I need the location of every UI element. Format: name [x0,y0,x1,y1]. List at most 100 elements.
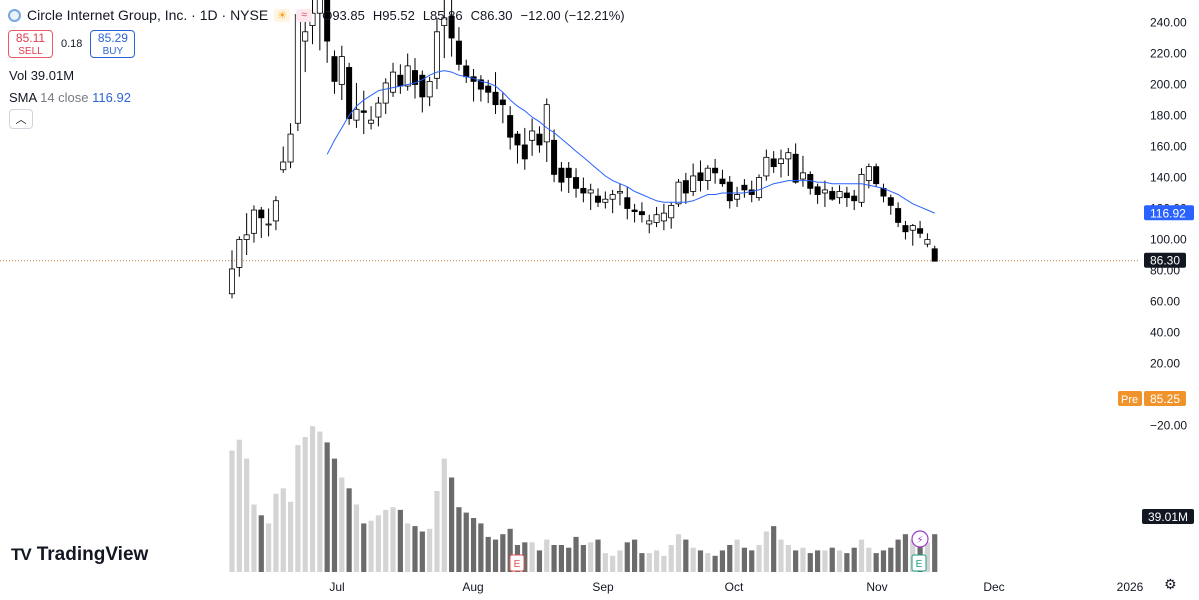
candle-body [719,178,726,185]
pre-price-label [1144,391,1186,406]
candle-body [792,153,799,183]
volume-bar [632,539,638,572]
candle-body [346,67,353,119]
volume-bar [419,531,425,572]
sun-icon[interactable]: ☀ [274,8,291,22]
candle-body [514,133,521,146]
candle-body [609,194,616,200]
candle-body [836,191,843,199]
volume-bar [405,523,411,572]
volume-bar [668,545,674,572]
volume-bar [588,542,594,572]
volume-bar [815,550,821,572]
candle-body [675,181,682,205]
candle-body [887,197,894,206]
candle-body [441,17,448,27]
time-axis-label: Oct [725,580,744,594]
volume-bar [412,526,418,572]
volume-bar [551,545,557,572]
volume-bar [734,539,740,572]
volume-bar [383,509,389,572]
pre-price-text: 85.25 [1150,392,1180,406]
candle-body [433,31,440,79]
price-tick-label: 220.00 [1150,47,1187,61]
volume-bar [368,520,374,572]
candle-body [302,31,309,42]
volume-indicator[interactable]: Vol 39.01M [9,68,74,83]
price-tick-label: 100.00 [1150,233,1187,247]
volume-bar [390,507,396,572]
collapse-indicators-button[interactable]: ︿ [9,109,33,129]
candle-body [382,82,389,104]
volume-bar [346,488,352,572]
volume-bar [434,491,440,572]
volume-bar [295,445,301,572]
sell-button[interactable]: 85.11 SELL [8,30,53,58]
volume-bar [251,504,257,572]
volume-bar [522,542,528,572]
high-value: 95.52 [382,7,415,23]
candle-body [646,220,653,225]
candle-body [778,158,785,164]
circle-logo-icon [8,8,21,22]
candle-body [682,180,689,194]
earnings-marker-label: E [916,559,923,570]
candle-body [865,166,872,181]
symbol-title[interactable]: Circle Internet Group, Inc. · 1D · NYSE [27,7,269,23]
volume-bar [456,507,462,572]
volume-bar [705,553,711,572]
volume-bar [485,536,491,572]
volume-bar [924,542,930,572]
candle-body [587,189,594,194]
candle-body [331,56,338,82]
candle-body [909,225,916,231]
candle-body [287,133,294,163]
candle-body [858,173,865,203]
volume-bar [653,550,660,572]
sma-price-label [1144,205,1194,221]
change-value: −12.00 (−12.21%) [520,7,625,23]
lightning-glyph: ⚡ [916,535,923,546]
candle-body [551,139,558,175]
candle-body [507,115,514,138]
sma-params: 14 close [40,90,89,105]
volume-bar [719,550,726,572]
candle-body [660,212,667,222]
gear-icon[interactable]: ⚙ [1164,576,1177,592]
candle-body [616,191,623,194]
volume-bar [727,545,733,572]
candle-body [631,209,638,213]
volume-bar [244,458,250,572]
volume-bar [778,539,784,572]
candle-body [704,167,711,181]
buy-button[interactable]: 85.29 BUY [90,30,136,58]
sma-indicator[interactable]: SMA 14 close 116.92 [9,90,131,105]
volume-bar [339,477,345,572]
volume-bar [544,539,550,572]
wave-icon[interactable]: ≈ [296,8,313,22]
price-tick-label: 180.00 [1150,109,1187,123]
candle-body [917,228,924,234]
candle-body [390,71,397,93]
candle-body [368,119,375,124]
volume-bar [266,523,272,572]
sma-line [326,70,935,214]
volume-bar [427,528,433,572]
candle-body [463,65,470,78]
pre-tag [1118,391,1142,406]
volume-bar [331,458,338,572]
volume-bar [353,504,360,572]
candle-body [690,175,697,192]
volume-bar [785,545,791,572]
volume-bar [800,547,806,572]
volume-bar [324,442,330,572]
candle-body [653,214,660,223]
volume-bar [470,518,477,572]
volume-bar [617,550,623,572]
earnings-marker [911,554,927,572]
tradingview-logo[interactable]: TV TradingView [11,544,148,566]
candle-body [455,40,462,65]
candle-body [558,167,565,183]
candle-body [895,208,902,223]
